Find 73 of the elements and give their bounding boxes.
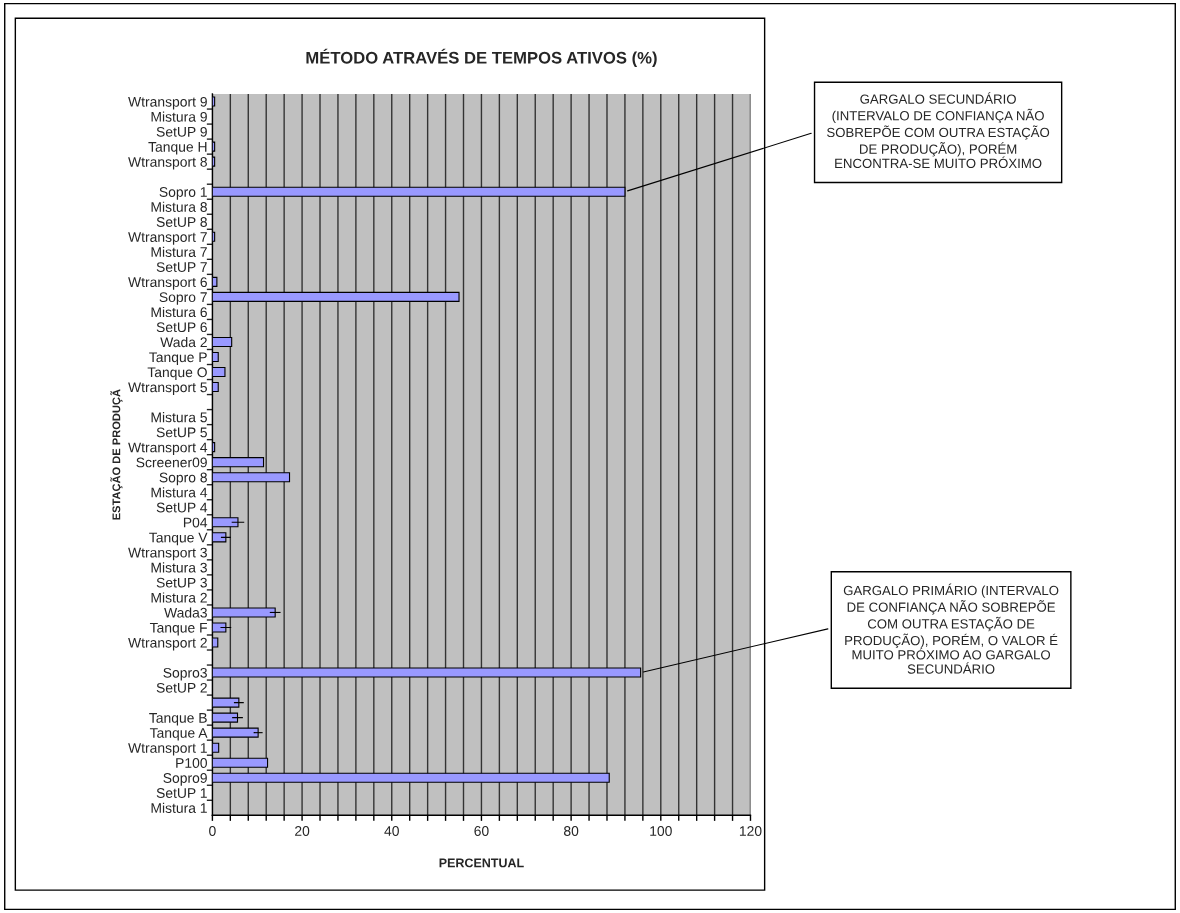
y-tick-label: Wtransport 6: [128, 277, 207, 290]
bar: [212, 336, 233, 348]
y-tick-label: SetUP 6: [156, 322, 207, 333]
annotation: GARGALO SECUNDÁRIO (INTERVALO DE CONFIANÇA NÃO SOBREPÕE COM OUTRA ESTAÇÃO DE PRODUÇÃO), PORÉM ENCONTRA-SE MUITO PRÓXIMO: [827, 92, 1050, 169]
y-tick-label: SetUP 7: [156, 262, 207, 273]
y-tick-label: Wtransport 5: [128, 382, 207, 395]
y-tick-label: Wada3: [164, 607, 207, 618]
y-tick-label: Wtransport 1: [128, 743, 207, 756]
bar: [212, 381, 219, 393]
x-axis-title: PERCENTUAL: [439, 858, 524, 868]
bar: [212, 697, 240, 708]
y-tick-label: Sopro 8: [159, 472, 207, 486]
bar: [212, 667, 642, 678]
y-tick-label: SetUP 1: [156, 788, 207, 798]
x-tick-label: 0: [209, 826, 216, 836]
bar: [212, 276, 218, 287]
y-tick-label: Tanque V: [149, 532, 208, 546]
bar: [212, 712, 239, 723]
y-tick-label: SetUP 5: [156, 427, 207, 438]
bar: [212, 291, 460, 302]
y-tick-label: Wtransport 2: [128, 637, 207, 651]
y-tick-label: Sopro 1: [159, 187, 207, 200]
x-tick-label: 80: [564, 826, 579, 836]
x-tick-label: 60: [474, 826, 489, 836]
y-tick-label: Mistura 9: [151, 111, 207, 122]
bar: [212, 727, 259, 738]
y-tick-label: Wtransport 4: [128, 442, 208, 456]
bar: [212, 772, 610, 783]
chart-title: MÉTODO ATRAVÉS DE TEMPOS ATIVOS (%): [306, 48, 657, 67]
y-tick-label: Tanque A: [149, 728, 208, 741]
y-tick-label: Tanque O: [147, 367, 207, 380]
y-tick-label: Tanque F: [149, 622, 207, 636]
y-tick-label: Mistura 1: [151, 802, 207, 813]
bar: [212, 351, 219, 363]
bar: [212, 757, 269, 768]
y-tick-label: Mistura 7: [151, 246, 207, 257]
y-tick-label: SetUP 2: [156, 682, 207, 693]
y-tick-label: Wada 2: [160, 336, 207, 348]
y-tick-label: Wtransport 9: [128, 96, 207, 110]
x-tick-label: 40: [384, 826, 399, 836]
y-tick-label: Sopro9: [163, 773, 207, 786]
y-tick-label: Screener09: [136, 457, 207, 468]
y-tick-label: Wtransport 8: [128, 156, 207, 170]
y-tick-label: Mistura 4: [151, 487, 208, 498]
y-tick-label: Sopro3: [163, 667, 207, 681]
y-tick-label: Wtransport 7: [128, 232, 207, 245]
y-tick-label: Mistura 2: [151, 592, 207, 603]
bar: [212, 637, 219, 648]
y-tick-label: Mistura 8: [151, 201, 207, 212]
y-tick-label: SetUP 4: [156, 502, 208, 513]
y-tick-label: Wtransport 3: [128, 547, 207, 561]
bar: [212, 366, 226, 378]
bar: [212, 532, 227, 543]
y-tick-label: SetUP 9: [156, 126, 207, 137]
y-tick-label: P04: [183, 517, 208, 528]
y-tick-label: Mistura 5: [151, 412, 207, 423]
y-tick-label: Mistura 6: [151, 306, 207, 318]
bar: [212, 472, 291, 483]
y-tick-label: Mistura 3: [151, 562, 207, 573]
bar: [212, 457, 265, 468]
annotation: GARGALO PRIMÁRIO (INTERVALO DE CONFIANÇA NÃO SOBREPÕE COM OUTRA ESTAÇÃO DE PRODUÇÃO), PORÉM, O VALOR É MUITO PRÓXIMO AO GARGALO SECUNDÁRIO: [843, 583, 1059, 674]
bar: [212, 622, 227, 633]
y-tick-label: P100: [176, 758, 207, 768]
y-tick-label: Tanque B: [149, 713, 207, 726]
y-tick-label: SetUP 8: [156, 217, 207, 227]
y-axis-title: ESTAÇÃO DE PRODUÇÃ: [110, 389, 123, 520]
y-tick-label: Tanque H: [148, 142, 207, 155]
y-tick-label: Sopro 7: [159, 292, 207, 305]
y-tick-label: Tanque P: [149, 352, 207, 365]
y-tick-label: SetUP 3: [156, 577, 207, 588]
x-tick-label: 120: [739, 826, 762, 836]
x-tick-label: 100: [650, 826, 672, 836]
x-tick-label: 20: [295, 826, 310, 836]
